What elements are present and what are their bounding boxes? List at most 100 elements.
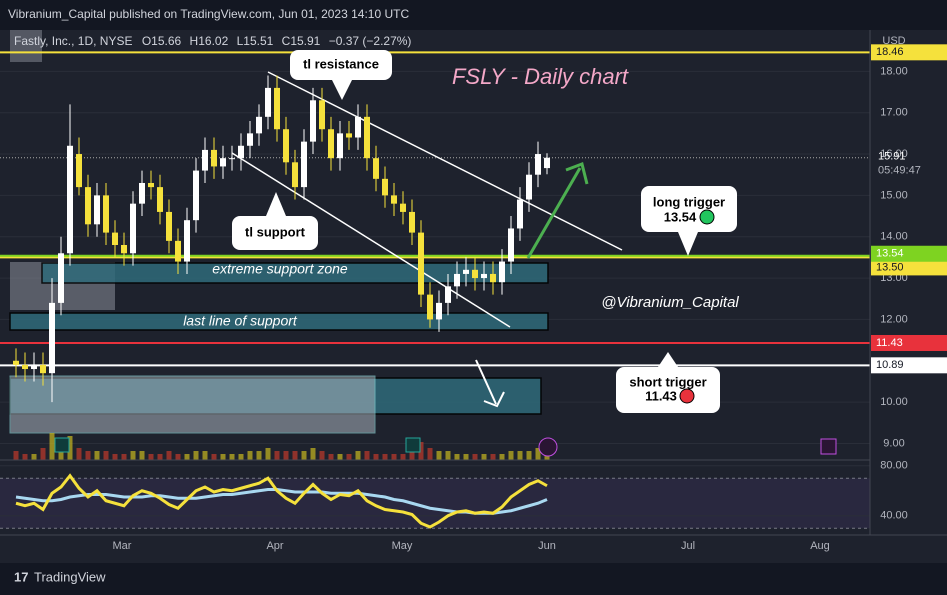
symbol-line: Fastly, Inc., 1D, NYSE O15.66 H16.02 L15… <box>14 34 411 48</box>
level-label-box <box>871 357 947 374</box>
osc-tick-label: 80.00 <box>880 460 908 472</box>
candle-body <box>310 100 316 142</box>
candle-body <box>121 245 127 254</box>
candle-body <box>292 162 298 188</box>
candle-body <box>193 170 199 221</box>
volume-bar <box>112 454 118 460</box>
osc-band <box>0 478 870 529</box>
chart-title: FSLY - Daily chart <box>452 64 629 89</box>
candle-body <box>382 178 388 196</box>
volume-bar <box>418 442 424 460</box>
candle-body <box>184 220 190 262</box>
level-label: 10.89 <box>876 359 904 371</box>
zone-box <box>9 312 549 331</box>
volume-bar <box>292 451 298 460</box>
volume-bar <box>265 448 271 460</box>
volume-bar <box>481 454 487 460</box>
annotation: long trigger <box>653 194 725 209</box>
volume-bar <box>337 454 343 460</box>
trendline <box>267 71 623 251</box>
symbol: Fastly, Inc., 1D, NYSE <box>14 34 132 48</box>
volume-bar <box>490 454 496 460</box>
annotation: 13.54 <box>664 209 697 224</box>
footer-bar <box>0 563 947 595</box>
trendline <box>231 152 511 328</box>
oscillator <box>0 465 870 529</box>
candle-body <box>328 129 334 159</box>
ohlc-value: 15.91 <box>290 34 320 48</box>
volume-bar <box>445 451 451 460</box>
candle-body <box>67 145 73 254</box>
volume-bar <box>472 454 478 460</box>
x-tick-label: Jul <box>681 540 695 552</box>
candle-body <box>337 133 343 159</box>
candle-body <box>301 141 307 188</box>
volume-bar <box>463 454 469 460</box>
osc-tick-label: 40.00 <box>880 510 908 522</box>
volume-bar <box>220 454 226 460</box>
candle-body <box>238 145 244 159</box>
candle-body <box>166 211 172 241</box>
candle-body <box>544 157 550 169</box>
candle-body <box>130 203 136 254</box>
y-tick-label: 9.00 <box>883 437 904 449</box>
candle-body <box>463 269 469 274</box>
candle-body <box>85 187 91 225</box>
ohlc-value: 15.66 <box>151 34 181 48</box>
candle-body <box>49 302 55 374</box>
level-label: 13.54 <box>876 248 904 260</box>
candle-body <box>526 174 532 200</box>
brand: TradingView <box>34 569 106 584</box>
annotation: 11.43 <box>645 388 677 403</box>
volume-bar <box>409 451 415 460</box>
level-label: 13.50 <box>876 261 904 273</box>
candle-body <box>247 133 253 146</box>
annotation: tl resistance <box>303 56 379 71</box>
candle-body <box>22 364 28 370</box>
callout: long trigger 13.54 <box>641 186 737 256</box>
volume-bar <box>175 454 181 460</box>
volume-bar <box>67 436 73 460</box>
volume-bar <box>157 454 163 460</box>
volume-bar <box>526 451 532 460</box>
candle-body <box>175 240 181 262</box>
volume-bar <box>454 454 460 460</box>
volume-bar <box>436 451 442 460</box>
y-tick-label: 14.00 <box>880 231 908 243</box>
candle-body <box>139 182 145 204</box>
annotation: last line of support <box>183 313 298 329</box>
volume-bar <box>94 451 100 460</box>
candle-body <box>220 158 226 167</box>
volume-bar <box>256 451 262 460</box>
level-label-box <box>871 44 947 61</box>
volume-bar <box>247 451 253 460</box>
level-label-box <box>871 245 947 262</box>
volume-bar <box>535 448 541 460</box>
currency: USD <box>882 35 905 47</box>
candle-body <box>283 129 289 163</box>
header-bar <box>0 0 947 30</box>
volume-bar <box>211 454 217 460</box>
candle-body <box>445 286 451 303</box>
candle-body <box>364 116 370 159</box>
candle-body <box>400 203 406 212</box>
volume-bar <box>49 433 55 460</box>
volume-bar <box>22 454 28 460</box>
x-tick-label: Aug <box>810 540 830 552</box>
change: −0.37 (−2.27%) <box>329 34 412 48</box>
volume-bar <box>301 451 307 460</box>
candle-body <box>103 195 109 233</box>
candle-body <box>454 273 460 287</box>
volume-bar <box>76 448 82 460</box>
volume-bar <box>139 451 145 460</box>
level-label-box <box>871 334 947 351</box>
candle-body <box>508 228 514 262</box>
volume-bar <box>202 451 208 460</box>
candle-body <box>148 182 154 188</box>
arrow-down <box>475 359 505 408</box>
volume-bar <box>544 454 550 460</box>
x-tick-label: May <box>392 540 413 552</box>
ohlc-key: H <box>190 34 199 48</box>
candle-body <box>373 158 379 179</box>
